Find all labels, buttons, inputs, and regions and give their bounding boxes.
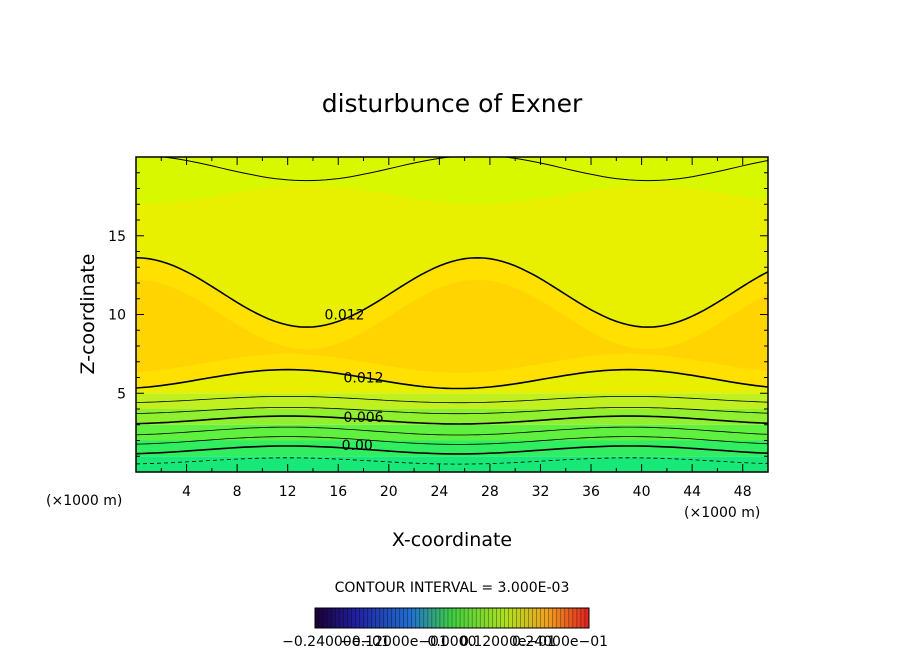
contour-line [158,157,768,182]
y-tick-label: 15 [108,229,126,245]
colorbar-label-min: −0.24000e−01 [282,634,390,650]
colorbar-label-zero: 0.0000 [428,634,477,650]
contour-line [136,368,768,390]
x-tick-label: 48 [734,484,752,500]
filled-contour-bands [136,157,768,472]
y-tick-label: 5 [117,386,126,402]
x-tick-label: 44 [683,484,701,500]
contour-band [136,279,768,373]
plot-area [136,157,768,472]
x-tick-label: 8 [233,484,242,500]
x-axis-label: X-coordinate [392,529,512,551]
x-unit-right: (×1000 m) [684,505,760,521]
y-axis-label: Z-coordinate [77,254,99,375]
contour-line [136,256,768,328]
x-tick-label: 24 [430,484,448,500]
colorbar [314,607,590,629]
colorbar-label-max: 0.24000e−01 [512,634,608,650]
x-ticks: 4 8 12 16 20 24 28 32 36 40 44 48 [160,157,752,500]
contour-label: 0.00 [342,438,373,454]
colorbar-ticks [314,608,590,628]
y-ticks: 5 10 15 [108,172,768,457]
x-tick-label: 12 [279,484,297,500]
contour-line [136,426,768,436]
contour-line [136,445,768,455]
contour-band [136,393,768,409]
colorbar-label-mid: −0.12000e−01 [340,634,448,650]
contour-line [136,457,768,465]
contour-label: 0.012 [343,371,383,387]
x-tick-label: 16 [329,484,347,500]
contour-line [136,396,768,404]
contour-line [136,436,768,445]
contour-label: 0.006 [343,410,383,426]
x-tick-label: 4 [182,484,191,500]
x-tick-label: 28 [481,484,499,500]
x-tick-label: 32 [532,484,550,500]
x-unit-left: (×1000 m) [46,493,122,509]
colorbar-label-pos: 0.12000e−01 [460,634,556,650]
contour-lines [136,157,768,465]
contour-labels: 0.012 0.012 0.006 0.00 [325,308,384,455]
contour-label: 0.012 [325,308,365,324]
contour-line [136,407,768,415]
contour-band [136,409,768,425]
colorbar-labels: −0.24000e−01 −0.12000e−01 0.0000 0.12000… [282,634,608,650]
contour-band [136,440,768,457]
x-tick-label: 20 [380,484,398,500]
chart-title: disturbunce of Exner [322,89,583,118]
x-tick-label: 36 [582,484,600,500]
y-tick-label: 10 [108,308,126,324]
contour-line [136,415,768,425]
contour-interval-text: CONTOUR INTERVAL = 3.000E-03 [335,580,570,596]
contour-band [136,157,768,205]
x-tick-label: 40 [633,484,651,500]
